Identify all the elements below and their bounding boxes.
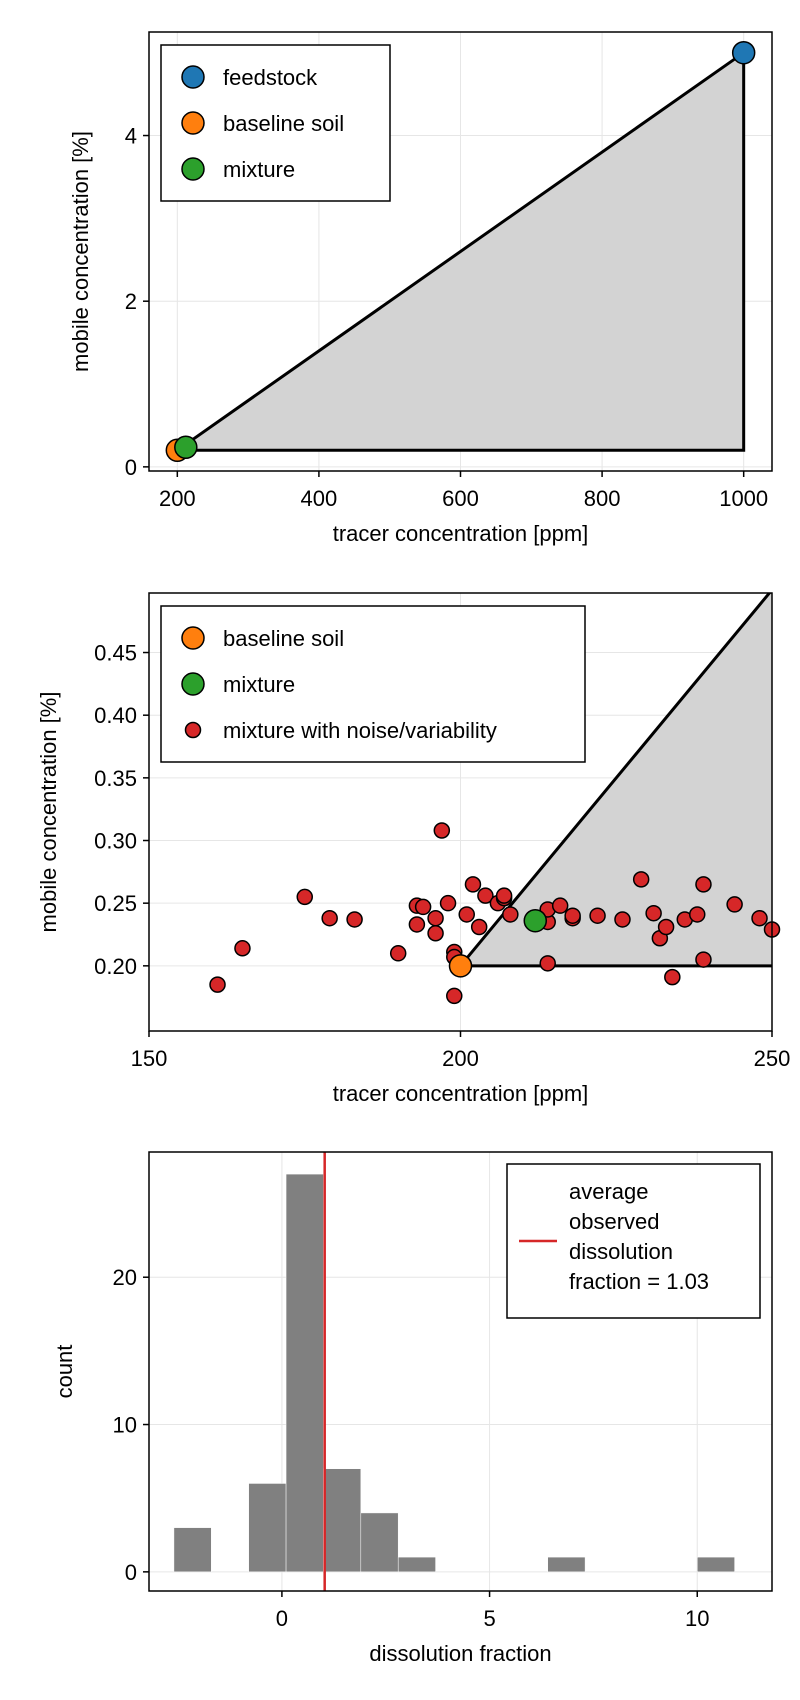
y-axis-label: count — [52, 1345, 77, 1399]
x-tick-label: 5 — [483, 1606, 495, 1631]
legend-label-line: fraction = 1.03 — [569, 1269, 709, 1294]
legend-marker — [181, 626, 205, 650]
noisy-mixture-point — [632, 871, 650, 888]
noisy-mixture-point — [408, 916, 426, 933]
x-tick-label: 150 — [131, 1046, 168, 1071]
noisy-mixture-point — [234, 940, 251, 957]
y-tick-label: 10 — [113, 1413, 137, 1438]
y-tick-label: 2 — [125, 289, 137, 314]
mixture-point — [523, 908, 548, 933]
noisy-mixture-point — [645, 904, 662, 922]
noisy-mixture-point — [726, 896, 743, 913]
noisy-mixture-point — [564, 907, 581, 924]
noisy-mixture-point — [439, 894, 457, 912]
y-axis-label: mobile concentration [%] — [68, 131, 93, 372]
noisy-mixture-point — [470, 918, 488, 936]
noisy-mixture-point — [427, 909, 444, 927]
noisy-mixture-point — [695, 951, 712, 968]
mixture-point — [174, 435, 198, 460]
y-tick-label: 0 — [125, 455, 137, 480]
legend-label: average observed dissolution fraction = 1.0… — [569, 1179, 709, 1294]
noisy-mixture-point — [296, 888, 313, 906]
y-tick-label: 20 — [113, 1265, 137, 1290]
plot-frame — [148, 1151, 773, 1592]
noisy-mixture-point — [389, 945, 407, 962]
y-tick-label: 0.20 — [94, 954, 137, 979]
y-tick-label: 0.30 — [94, 829, 137, 854]
noisy-mixture-point — [688, 906, 706, 923]
x-tick-label: 10 — [685, 1606, 709, 1631]
y-tick-label: 0.25 — [94, 891, 137, 916]
histogram-bar — [285, 1173, 324, 1573]
noisy-mixture-point — [539, 955, 556, 972]
noisy-mixture-point — [589, 907, 606, 924]
legend-label-line: dissolution — [569, 1239, 673, 1264]
y-tick-label: 0.45 — [94, 641, 137, 666]
legend-marker — [181, 672, 205, 696]
mixing-triangle — [172, 49, 746, 452]
legend-label: mixture with noise/variability — [223, 718, 497, 743]
x-tick-label: 800 — [584, 486, 621, 511]
noisy-mixture-point — [657, 918, 675, 936]
legend-label: mixture — [223, 157, 295, 182]
legend-marker — [184, 721, 202, 739]
x-tick-label: 200 — [442, 1046, 479, 1071]
x-tick-label: 400 — [301, 486, 338, 511]
x-axis-label: tracer concentration [ppm] — [333, 521, 589, 546]
y-tick-label: 4 — [125, 124, 137, 149]
legend-marker — [181, 65, 205, 89]
mixing-triangle — [457, 593, 772, 968]
x-axis-label: tracer concentration [ppm] — [333, 1081, 589, 1106]
x-tick-label: 0 — [276, 1606, 288, 1631]
histogram-bar — [173, 1527, 212, 1573]
legend-label-line: average — [569, 1179, 649, 1204]
noisy-mixture-point — [495, 887, 513, 904]
noisy-mixture-point — [433, 822, 451, 839]
x-axis-label: dissolution fraction — [369, 1641, 551, 1666]
panel-composition-overview: 200 400 600 800 1000 0 2 4 tracer concentration … — [68, 31, 773, 546]
panel-dissolution-histogram: 0 5 10 0 10 20 dissolution fraction count averag… — [52, 1151, 773, 1666]
histogram-bar — [323, 1468, 362, 1573]
histogram-bar — [360, 1512, 399, 1573]
legend-label: mixture — [223, 672, 295, 697]
legend-label: baseline soil — [223, 626, 344, 651]
noisy-mixture-point — [695, 876, 712, 893]
feedstock-point — [731, 40, 756, 65]
legend-label-line: observed — [569, 1209, 660, 1234]
legend-marker — [181, 157, 205, 181]
noisy-mixture-point — [551, 897, 569, 914]
noisy-mixture-point — [502, 906, 519, 923]
x-tick-label: 1000 — [719, 486, 768, 511]
noisy-mixture-point — [321, 909, 338, 927]
noisy-mixture-point — [751, 909, 768, 927]
y-axis-label: mobile concentration [%] — [36, 692, 61, 933]
noisy-mixture-point — [209, 976, 226, 993]
legend-label: feedstock — [223, 65, 318, 90]
x-tick-label: 250 — [754, 1046, 791, 1071]
x-tick-label: 600 — [442, 486, 479, 511]
legend-marker — [181, 111, 205, 135]
legend-box — [160, 605, 586, 763]
y-tick-label: 0 — [125, 1560, 137, 1585]
histogram-bar — [547, 1556, 586, 1573]
legend-label: baseline soil — [223, 111, 344, 136]
baseline-soil-point — [448, 954, 473, 978]
y-tick-label: 0.40 — [94, 703, 137, 728]
noisy-mixture-point — [346, 911, 363, 928]
noisy-mixture-point — [414, 898, 432, 916]
noisy-mixture-point — [458, 906, 475, 923]
noisy-mixture-point — [446, 987, 463, 1005]
x-tick-label: 200 — [159, 486, 196, 511]
panel-composition-zoom: 150 200 250 0.20 0.25 0.30 0.35 0.40 0.45 tracer … — [36, 592, 791, 1106]
histogram-bar — [248, 1483, 287, 1573]
noisy-mixture-point — [464, 876, 482, 893]
noisy-mixture-point — [664, 968, 681, 986]
y-tick-label: 0.35 — [94, 766, 137, 791]
histogram-bar — [397, 1556, 436, 1573]
noisy-mixture-point — [427, 924, 444, 942]
noisy-mixture-point — [477, 887, 494, 904]
noisy-mixture-point — [614, 911, 631, 928]
histogram-bar — [696, 1556, 735, 1573]
